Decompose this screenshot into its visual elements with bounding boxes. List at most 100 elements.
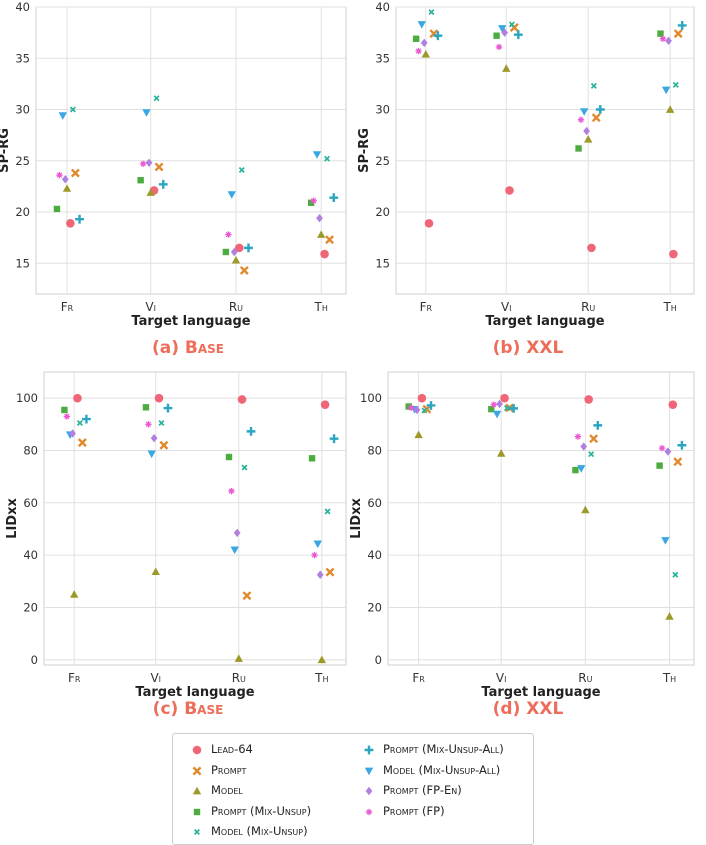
y-tick-label: 80 bbox=[367, 443, 382, 457]
data-point-prompt-fp-ru bbox=[225, 231, 232, 238]
data-point-prompt-fp-en-ru bbox=[233, 528, 241, 538]
x-tick-label-vi: Vi bbox=[496, 671, 507, 685]
series-model bbox=[414, 430, 674, 620]
data-point-prompt-th bbox=[325, 235, 335, 245]
legend-label: Prompt (FP) bbox=[383, 803, 445, 818]
data-point-prompt-mix-unsup-all-vi bbox=[513, 30, 523, 40]
data-point-model-mix-unsup-all-vi bbox=[142, 109, 151, 117]
data-point-lead-64-fr bbox=[66, 218, 75, 228]
legend-label: Model bbox=[211, 783, 243, 797]
series-prompt-fp bbox=[407, 401, 666, 452]
legend-marker-shape bbox=[192, 745, 202, 755]
data-point-prompt-fp-en-ru bbox=[230, 247, 238, 257]
data-point-model-mix-unsup-ru bbox=[238, 166, 245, 173]
caption-a: (a) Base bbox=[18, 338, 358, 358]
data-point-prompt-mix-unsup-vi bbox=[142, 404, 150, 411]
data-point-model-mix-unsup-all-fr bbox=[417, 21, 426, 29]
data-point-model-mix-unsup-all-th bbox=[661, 86, 671, 95]
data-point-prompt-fp-ru bbox=[228, 487, 235, 495]
data-point-model-fr bbox=[62, 184, 72, 192]
data-point-model-fr bbox=[70, 590, 79, 598]
y-tick-label: 40 bbox=[15, 0, 30, 14]
legend-marker-shape bbox=[364, 767, 374, 775]
data-point-lead-64-ru bbox=[587, 243, 596, 253]
data-point-lead-64-fr bbox=[417, 393, 427, 403]
data-point-prompt-mix-unsup-vi bbox=[137, 177, 144, 184]
legend-label: Prompt bbox=[211, 762, 247, 777]
series-prompt-fp-en bbox=[420, 28, 672, 136]
data-point-prompt-fr bbox=[77, 438, 87, 448]
legend-label: Prompt (FP-En) bbox=[383, 783, 462, 797]
data-point-prompt-th bbox=[325, 567, 335, 577]
data-point-prompt-fp-en-vi bbox=[496, 399, 503, 409]
y-axis-label: SP-RG bbox=[357, 128, 372, 173]
data-point-prompt-mix-unsup-all-th bbox=[329, 434, 339, 444]
legend-marker-prompt-mix-unsup-all-icon bbox=[364, 745, 374, 755]
legend-item-prompt: Prompt bbox=[192, 762, 247, 777]
plot-area bbox=[387, 371, 695, 666]
data-point-prompt-fp-fr bbox=[56, 171, 63, 179]
data-point-model-mix-unsup-vi bbox=[508, 21, 515, 28]
y-tick-label: 30 bbox=[375, 103, 390, 117]
series-lead-64 bbox=[66, 186, 329, 259]
legend-item-model-mix-unsup: Model (Mix-Unsup) bbox=[193, 824, 308, 838]
plot-area bbox=[43, 371, 347, 666]
series-prompt-fp bbox=[63, 413, 318, 559]
y-tick-label: 20 bbox=[367, 600, 382, 614]
series-prompt bbox=[77, 438, 335, 601]
data-point-prompt-fp-fr bbox=[407, 404, 415, 412]
legend-marker-shape bbox=[193, 828, 201, 836]
y-axis-label: LIDxx bbox=[5, 498, 20, 539]
data-point-model-ru bbox=[584, 135, 593, 143]
data-point-prompt-fr bbox=[70, 168, 80, 178]
data-point-model-mix-unsup-all-th bbox=[661, 537, 670, 545]
legend-marker-model-mix-unsup-icon bbox=[193, 828, 201, 836]
caption-d-name: XXL bbox=[526, 699, 564, 719]
data-point-prompt-mix-unsup-all-vi bbox=[158, 179, 168, 189]
legend-item-prompt-mix-unsup-all: Prompt (Mix-Unsup-All) bbox=[364, 742, 504, 756]
y-tick-label: 40 bbox=[367, 548, 382, 562]
data-point-prompt-mix-unsup-fr bbox=[53, 205, 61, 213]
data-point-model-ru bbox=[234, 654, 243, 662]
series-model-mix-unsup bbox=[421, 405, 679, 578]
data-point-model-fr bbox=[414, 430, 423, 439]
y-tick-label: 100 bbox=[360, 391, 382, 405]
data-point-lead-64-th bbox=[669, 249, 678, 259]
y-tick-label: 80 bbox=[23, 443, 38, 457]
data-point-model-mix-unsup-all-th bbox=[313, 540, 322, 549]
data-point-prompt-mix-unsup-fr bbox=[412, 35, 420, 42]
data-point-prompt-fp-en-th bbox=[665, 36, 672, 46]
series-model bbox=[62, 184, 326, 264]
data-point-model-th bbox=[317, 655, 327, 664]
x-tick-label-ru: Ru bbox=[578, 671, 592, 685]
data-point-prompt-mix-unsup-ru bbox=[225, 453, 233, 461]
legend-marker-shape bbox=[365, 808, 373, 815]
data-point-prompt-fp-fr bbox=[415, 47, 422, 55]
data-point-model-mix-unsup-all-fr bbox=[58, 112, 68, 120]
data-point-prompt-mix-unsup-ru bbox=[572, 466, 579, 474]
data-point-prompt-fp-fr bbox=[63, 413, 71, 420]
data-point-lead-64-fr bbox=[73, 393, 82, 403]
series-lead-64 bbox=[424, 186, 678, 259]
data-point-prompt-fp-en-th bbox=[316, 213, 323, 223]
data-point-lead-64-ru bbox=[234, 243, 244, 253]
series-model-mix-unsup-all bbox=[58, 109, 322, 199]
x-tick-label-vi: Vi bbox=[501, 300, 512, 314]
series-model bbox=[421, 49, 675, 143]
data-point-prompt-ru bbox=[239, 265, 249, 275]
data-point-prompt-vi bbox=[159, 440, 169, 450]
series-prompt-fp-en bbox=[413, 399, 672, 456]
data-point-model-mix-unsup-th bbox=[672, 81, 679, 88]
data-point-prompt-fp-en-vi bbox=[145, 158, 153, 167]
y-tick-label: 15 bbox=[15, 256, 30, 270]
data-point-prompt-fp-ru bbox=[574, 433, 582, 440]
y-tick-label: 25 bbox=[375, 154, 390, 168]
y-axis-label: SP-RG bbox=[0, 128, 12, 173]
data-point-model-vi bbox=[146, 188, 155, 196]
caption-d: (d) XXL bbox=[358, 699, 698, 719]
caption-d-label: (d) bbox=[492, 699, 527, 719]
data-point-model-th bbox=[317, 230, 326, 238]
series-lead-64 bbox=[73, 393, 330, 410]
plot-area bbox=[395, 6, 695, 295]
data-point-prompt-mix-unsup-th bbox=[657, 30, 664, 37]
